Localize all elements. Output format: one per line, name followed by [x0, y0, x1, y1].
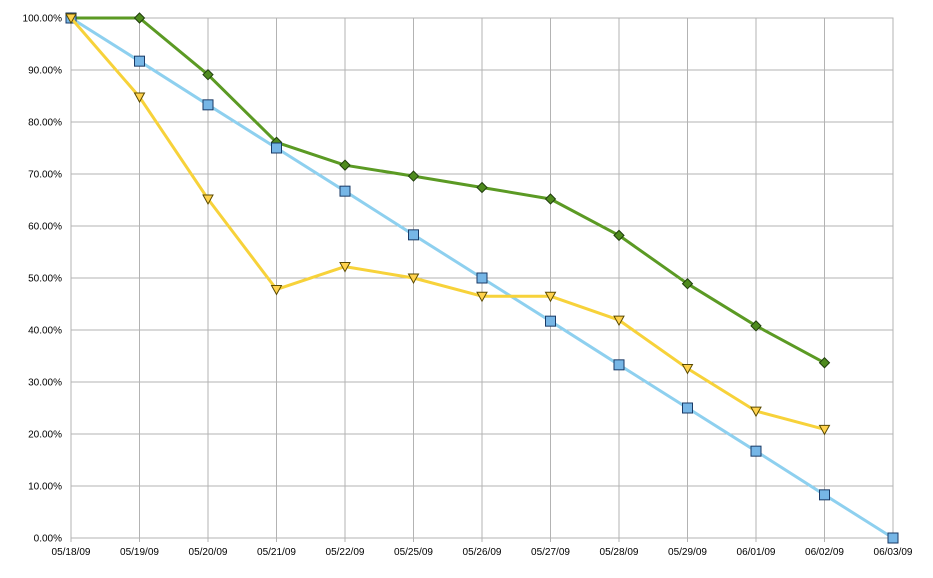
data-point — [613, 359, 625, 371]
data-point — [818, 357, 831, 369]
data-point — [476, 291, 488, 303]
y-tick-label: 40.00% — [28, 326, 62, 337]
data-point — [408, 229, 419, 241]
x-tick-label: 06/03/09 — [874, 547, 913, 558]
y-tick-label: 60.00% — [28, 222, 62, 233]
plot-area-border — [70, 17, 894, 539]
data-point — [339, 185, 351, 197]
data-point — [544, 291, 557, 303]
x-tick-label: 05/25/09 — [394, 547, 433, 558]
x-tick-label: 06/01/09 — [737, 547, 776, 558]
data-point — [819, 489, 830, 501]
data-point — [202, 68, 214, 81]
data-point — [407, 170, 420, 182]
x-tick-label: 05/20/09 — [189, 547, 228, 558]
x-tick-label: 05/18/09 — [52, 547, 91, 558]
data-point — [133, 12, 146, 24]
data-point — [818, 424, 831, 436]
data-point — [133, 92, 146, 104]
x-tick-label: 05/29/09 — [668, 547, 707, 558]
data-point — [134, 55, 145, 67]
x-tick-label: 05/19/09 — [120, 547, 159, 558]
y-tick-label: 100.00% — [23, 14, 63, 25]
y-tick-label: 20.00% — [28, 430, 62, 441]
y-tick-label: 90.00% — [28, 66, 62, 77]
y-tick-label: 80.00% — [28, 118, 62, 129]
y-tick-label: 10.00% — [28, 482, 62, 493]
data-point — [545, 315, 556, 327]
x-tick-label: 05/22/09 — [326, 547, 365, 558]
data-point — [65, 13, 77, 25]
data-point — [750, 445, 762, 457]
data-point — [407, 273, 420, 285]
x-tick-label: 05/28/09 — [600, 547, 639, 558]
data-point — [476, 181, 488, 194]
data-point — [750, 406, 762, 418]
series-line — [71, 16, 826, 365]
data-point — [681, 278, 694, 290]
series — [65, 12, 899, 544]
data-point — [613, 229, 625, 242]
data-point — [681, 363, 694, 375]
y-tick-label: 50.00% — [28, 274, 62, 285]
x-tick-label: 05/27/09 — [531, 547, 570, 558]
data-point — [750, 320, 762, 332]
data-point — [476, 272, 488, 284]
data-point — [887, 532, 899, 544]
y-tick-label: 70.00% — [28, 170, 62, 181]
data-point — [270, 284, 283, 296]
x-tick-label: 05/21/09 — [257, 547, 296, 558]
series-1 — [65, 12, 831, 369]
data-point — [682, 402, 693, 414]
y-tick-label: 0.00% — [34, 534, 62, 545]
x-tick-label: 06/02/09 — [805, 547, 844, 558]
data-point — [202, 99, 214, 111]
data-point — [202, 194, 214, 205]
y-tick-label: 30.00% — [28, 378, 62, 389]
data-point — [339, 159, 351, 171]
data-point — [271, 142, 282, 154]
axes: 0.00% 10.00% 20.00% 30.00% 40.00% 50.00% 60.00… — [23, 14, 913, 559]
data-point — [544, 193, 557, 205]
data-point — [339, 262, 351, 273]
data-point — [613, 315, 625, 327]
x-tick-label: 05/26/09 — [463, 547, 502, 558]
series-line — [69, 17, 825, 431]
series-3 — [65, 13, 831, 436]
